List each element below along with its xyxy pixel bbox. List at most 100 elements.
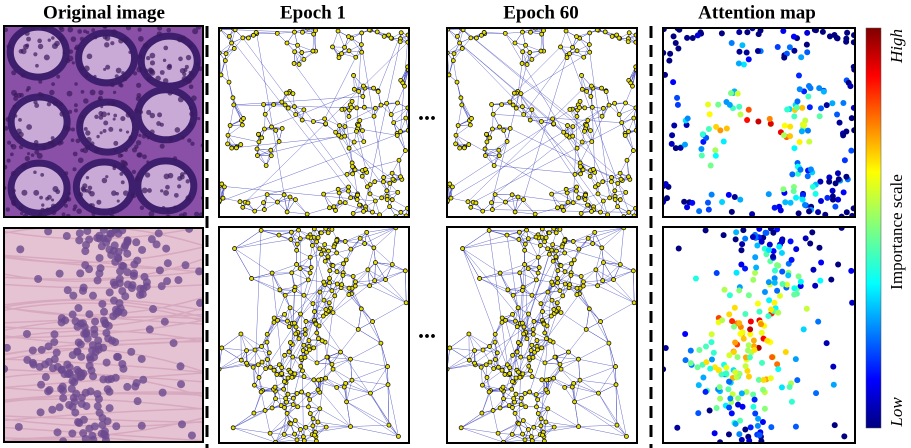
nucleus bbox=[94, 114, 99, 120]
nucleus bbox=[113, 113, 118, 118]
attention-node bbox=[730, 348, 737, 355]
nucleus bbox=[138, 36, 144, 42]
graph-node bbox=[514, 324, 520, 330]
graph-node bbox=[551, 121, 557, 127]
graph-node bbox=[550, 258, 556, 264]
attention-node bbox=[728, 39, 735, 46]
graph-node bbox=[586, 306, 592, 312]
graph-node bbox=[388, 35, 394, 41]
attention-node bbox=[786, 384, 793, 391]
attention-node bbox=[828, 276, 835, 283]
graph-node bbox=[517, 374, 523, 380]
graph-node bbox=[351, 86, 357, 92]
graph-node bbox=[484, 131, 489, 137]
graph-node bbox=[626, 129, 631, 134]
nucleus bbox=[191, 95, 197, 101]
nucleus bbox=[77, 352, 86, 361]
graph-node bbox=[611, 277, 616, 282]
graph-node bbox=[522, 262, 527, 267]
graph-node bbox=[293, 324, 299, 330]
nucleus bbox=[98, 111, 104, 116]
graph-node bbox=[599, 85, 604, 91]
nucleus bbox=[122, 190, 129, 196]
graph-node bbox=[287, 340, 293, 345]
graph-node bbox=[389, 197, 395, 203]
graph-node bbox=[227, 123, 233, 128]
attention-node bbox=[708, 331, 715, 338]
nucleus bbox=[149, 52, 156, 59]
graph-node bbox=[338, 349, 343, 355]
graph-node bbox=[530, 354, 536, 360]
graph-node bbox=[617, 197, 623, 203]
nucleus bbox=[33, 52, 38, 57]
nucleus bbox=[90, 325, 99, 334]
graph-node bbox=[307, 270, 313, 276]
nucleus bbox=[85, 130, 91, 136]
nucleus bbox=[96, 134, 100, 139]
graph-node bbox=[306, 338, 312, 343]
graph-node bbox=[317, 406, 323, 412]
graph-node bbox=[306, 404, 311, 410]
graph-node bbox=[534, 338, 540, 343]
nucleus bbox=[136, 290, 145, 299]
attention-node bbox=[769, 354, 776, 361]
attention-node bbox=[687, 347, 694, 354]
graph-node bbox=[294, 241, 300, 247]
nucleus bbox=[11, 70, 17, 76]
nucleus bbox=[108, 126, 114, 132]
graph-node bbox=[332, 293, 338, 299]
nucleus bbox=[104, 375, 113, 384]
nucleus bbox=[85, 175, 90, 180]
nucleus bbox=[63, 125, 69, 131]
graph-node bbox=[615, 180, 621, 186]
gland bbox=[7, 159, 71, 217]
graph-node bbox=[318, 251, 324, 257]
attention-node bbox=[795, 210, 802, 217]
nucleus bbox=[61, 316, 70, 325]
nucleus bbox=[109, 312, 118, 321]
graph-node bbox=[551, 375, 557, 381]
graph-node bbox=[465, 199, 471, 205]
nucleus bbox=[67, 384, 76, 393]
graph-node bbox=[317, 289, 323, 295]
attention-node bbox=[754, 48, 761, 55]
panel bbox=[219, 227, 409, 443]
graph-node bbox=[517, 270, 523, 276]
graph-node bbox=[295, 42, 300, 48]
attention-node bbox=[805, 83, 812, 90]
graph-node bbox=[582, 197, 588, 202]
graph-node bbox=[290, 354, 296, 360]
attention-node bbox=[801, 122, 808, 129]
graph-node bbox=[545, 246, 551, 252]
graph-node bbox=[450, 58, 456, 64]
graph-node bbox=[524, 62, 530, 67]
graph-node bbox=[511, 90, 517, 96]
nucleus bbox=[89, 141, 95, 147]
attention-node bbox=[757, 321, 764, 328]
nucleus bbox=[102, 129, 107, 133]
graph-node bbox=[313, 28, 318, 33]
graph-node bbox=[624, 157, 630, 163]
nucleus bbox=[123, 382, 132, 391]
attention-node bbox=[771, 275, 778, 282]
graph-node bbox=[588, 128, 593, 133]
graph-node bbox=[544, 377, 549, 383]
graph-node bbox=[324, 354, 330, 360]
attention-node bbox=[755, 376, 762, 383]
attention-node bbox=[801, 202, 808, 209]
attention-node bbox=[829, 100, 836, 107]
attention-node bbox=[753, 264, 760, 271]
nucleus bbox=[74, 44, 81, 50]
graph-node bbox=[619, 120, 625, 126]
graph-node bbox=[307, 347, 312, 353]
graph-node bbox=[317, 246, 323, 252]
attention-node bbox=[766, 115, 773, 122]
graph-node bbox=[502, 372, 508, 377]
nucleus bbox=[26, 36, 31, 42]
graph-node bbox=[301, 374, 307, 380]
nucleus bbox=[115, 279, 124, 288]
attention-node bbox=[745, 56, 752, 63]
graph-node bbox=[302, 354, 308, 360]
panel bbox=[663, 227, 855, 443]
attention-node bbox=[780, 186, 787, 193]
